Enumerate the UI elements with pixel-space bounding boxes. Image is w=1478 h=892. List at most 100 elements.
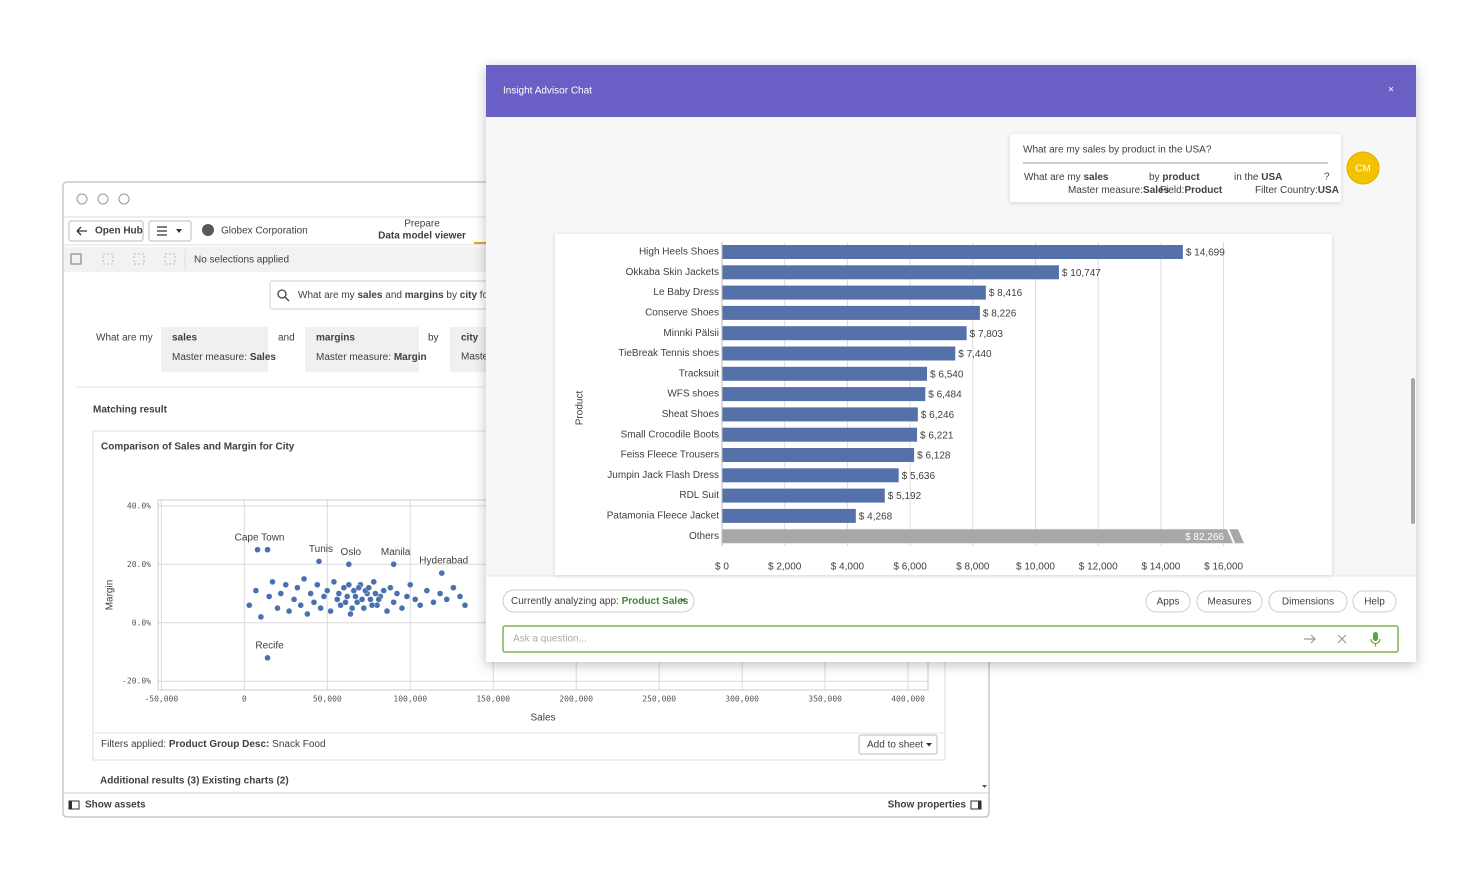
- bar: [722, 407, 918, 422]
- question: What are my sales by product in the USA?: [1023, 145, 1212, 156]
- bar: [722, 468, 899, 483]
- point: [307, 590, 314, 597]
- value-label: $ 14,699: [1186, 248, 1225, 259]
- question-bubble: [1010, 134, 1341, 202]
- close-button[interactable]: ×: [1388, 85, 1394, 96]
- point: [423, 587, 431, 594]
- point: [330, 578, 338, 586]
- x-tick-label: 300,000: [725, 695, 759, 704]
- interpretation: Master measure:Sales: [1068, 185, 1170, 196]
- point: [327, 607, 334, 615]
- value-label: $ 5,192: [888, 491, 922, 502]
- window-dot[interactable]: [118, 193, 130, 205]
- tab[interactable]: Existing charts (2): [202, 776, 289, 787]
- chip-button[interactable]: [1268, 590, 1348, 613]
- value-label: $ 6,540: [930, 369, 964, 380]
- accent: [474, 242, 486, 244]
- y-axis-label: Product: [575, 391, 586, 426]
- interp-term: product: [1162, 172, 1200, 183]
- point: [436, 590, 444, 597]
- selection-icon[interactable]: [133, 253, 145, 265]
- selection-icon[interactable]: [164, 253, 176, 265]
- clear-icon[interactable]: [1337, 634, 1347, 644]
- add-to-sheet-button[interactable]: [858, 734, 938, 755]
- interp-text: Field:: [1160, 185, 1184, 196]
- interp-text: Master measure:: [1068, 185, 1143, 196]
- chip-label: Help: [1364, 597, 1385, 608]
- search-part: margins: [405, 290, 444, 301]
- x-tick-label: 50,000: [313, 695, 342, 704]
- caret: [176, 229, 182, 233]
- token-card[interactable]: [305, 327, 419, 372]
- x-tick-label: $ 6,000: [893, 562, 927, 573]
- window-dot[interactable]: [97, 193, 109, 205]
- token-sub: Master measure: Sales: [172, 352, 276, 363]
- x-tick-label: 200,000: [559, 695, 593, 704]
- point: [282, 581, 289, 588]
- point: [352, 593, 359, 600]
- viewer-label[interactable]: Data model viewer: [378, 231, 466, 242]
- chart-title: Comparison of Sales and Margin for City: [101, 442, 295, 453]
- x-tick-label: $ 14,000: [1141, 562, 1180, 573]
- scroll-arrow[interactable]: [982, 785, 987, 788]
- prepare-label: Prepare: [404, 219, 440, 230]
- search-part: city: [460, 290, 478, 301]
- selection-icon[interactable]: [70, 253, 82, 265]
- chip-button[interactable]: [1352, 590, 1397, 613]
- show-assets[interactable]: Show assets: [85, 800, 146, 811]
- point: [343, 593, 351, 600]
- point: [390, 599, 397, 606]
- open-hub-button[interactable]: [68, 220, 144, 242]
- show-properties[interactable]: Show properties: [888, 800, 967, 811]
- send-icon[interactable]: [1304, 634, 1316, 644]
- chat-window: Insight Advisor Chat × What are my sales…: [486, 65, 1416, 662]
- interpretation: ?: [1324, 172, 1330, 183]
- category-label: WFS shoes: [667, 389, 719, 400]
- search-part: and: [383, 290, 405, 301]
- app-name: Product Sales: [622, 596, 689, 607]
- bar: [722, 529, 1244, 544]
- point: [246, 602, 253, 609]
- avatar[interactable]: [1346, 151, 1380, 185]
- point: [335, 590, 343, 597]
- menu-button[interactable]: [148, 220, 192, 242]
- interpretation: in the USA: [1234, 172, 1282, 183]
- token-title: sales: [172, 333, 197, 344]
- point: [353, 599, 361, 606]
- selection-icon[interactable]: [102, 253, 114, 265]
- point: [264, 546, 271, 553]
- value-label: $ 8,416: [989, 288, 1023, 299]
- point: [294, 584, 301, 591]
- app-label: Currently analyzing app:: [511, 596, 622, 607]
- token-sub-label: Master measure:: [172, 352, 250, 363]
- token-card[interactable]: [161, 327, 268, 372]
- category-label: TieBreak Tennis shoes: [618, 348, 719, 359]
- point: [380, 587, 387, 594]
- back-icon: [76, 226, 87, 236]
- avatar-initials: CM: [1355, 164, 1371, 175]
- break-marker: [1227, 528, 1235, 544]
- search-icon: [284, 296, 290, 302]
- category-label: Patamonia Fleece Jacket: [607, 511, 720, 522]
- point-label: Hyderabad: [419, 556, 468, 567]
- token-sub-label: Master measure:: [316, 352, 394, 363]
- point: [416, 602, 424, 609]
- tab[interactable]: Additional results (3): [100, 776, 199, 787]
- point: [300, 575, 308, 583]
- question-input[interactable]: [502, 625, 1399, 653]
- mic-icon[interactable]: [1373, 632, 1378, 641]
- x-tick-label: -50,000: [144, 695, 178, 704]
- window-dot[interactable]: [76, 193, 88, 205]
- value-label: $ 7,440: [958, 349, 992, 360]
- value-label: $ 6,221: [920, 430, 954, 441]
- bar: [722, 245, 1183, 259]
- point: [334, 596, 341, 603]
- point: [456, 593, 464, 600]
- chip-button[interactable]: [1196, 590, 1263, 613]
- chip-button[interactable]: [1145, 590, 1191, 613]
- scrollbar[interactable]: [1411, 378, 1415, 524]
- app-close[interactable]: ×: [680, 596, 686, 607]
- point: [372, 590, 379, 597]
- point: [342, 599, 349, 606]
- x-tick-label: 150,000: [476, 695, 510, 704]
